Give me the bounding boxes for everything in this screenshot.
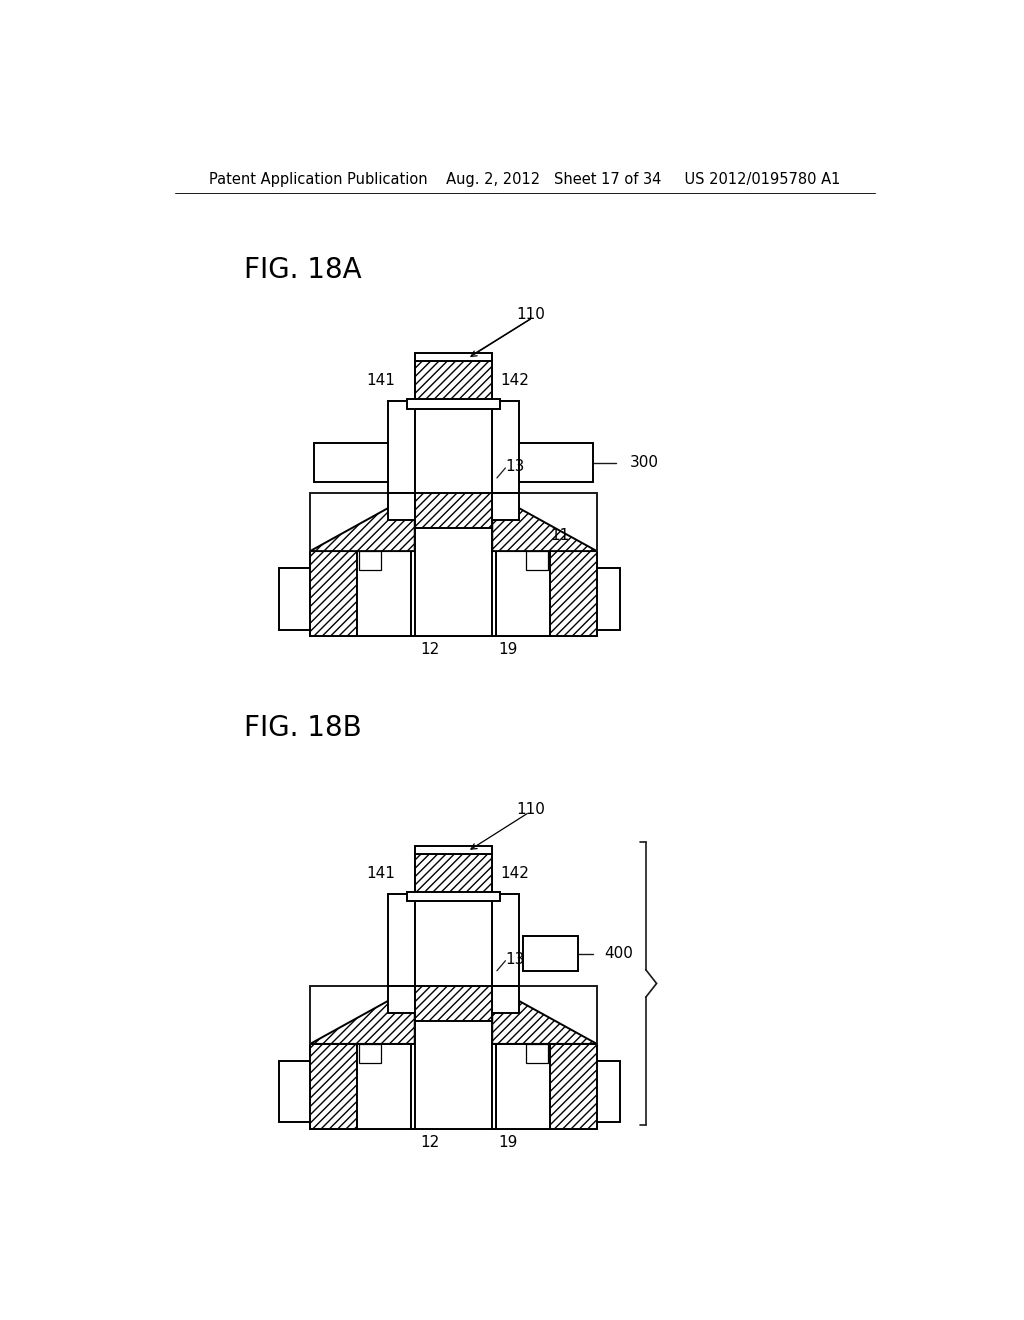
Polygon shape: [415, 986, 493, 1020]
Bar: [519, 444, 593, 482]
Polygon shape: [550, 552, 597, 636]
Bar: [526, 552, 548, 570]
Polygon shape: [415, 854, 493, 894]
Bar: [496, 552, 550, 636]
Text: 141: 141: [367, 866, 395, 882]
Bar: [388, 894, 415, 986]
Bar: [493, 894, 519, 986]
Bar: [356, 1044, 411, 1129]
Polygon shape: [550, 1044, 597, 1129]
Bar: [407, 400, 500, 409]
Text: Patent Application Publication    Aug. 2, 2012   Sheet 17 of 34     US 2012/0195: Patent Application Publication Aug. 2, 2…: [209, 172, 841, 186]
Polygon shape: [310, 986, 415, 1044]
Bar: [280, 1061, 326, 1122]
Bar: [388, 494, 415, 520]
Text: 141: 141: [367, 374, 395, 388]
Text: 300: 300: [630, 455, 658, 470]
Text: 12: 12: [421, 1135, 440, 1150]
Bar: [415, 846, 493, 854]
Bar: [573, 1061, 621, 1122]
Bar: [415, 851, 493, 1129]
Bar: [493, 986, 519, 1014]
Bar: [573, 568, 621, 630]
Text: 12: 12: [421, 642, 440, 657]
Text: 142: 142: [500, 866, 528, 882]
Bar: [310, 1044, 597, 1129]
Bar: [526, 1044, 548, 1063]
Bar: [356, 552, 411, 636]
Bar: [411, 552, 496, 636]
Bar: [388, 401, 415, 494]
Polygon shape: [493, 986, 597, 1044]
Text: FIG. 18B: FIG. 18B: [245, 714, 362, 742]
Bar: [359, 1044, 381, 1063]
Bar: [388, 986, 415, 1014]
Bar: [407, 892, 500, 902]
Bar: [493, 494, 519, 520]
Bar: [411, 1044, 496, 1129]
Bar: [280, 568, 326, 630]
Bar: [496, 1044, 550, 1129]
Text: 13: 13: [506, 952, 524, 966]
Text: 11: 11: [550, 528, 569, 544]
Text: 19: 19: [498, 642, 517, 657]
Bar: [415, 359, 493, 636]
Bar: [493, 401, 519, 494]
Bar: [415, 354, 493, 360]
Polygon shape: [415, 494, 493, 528]
Text: 142: 142: [500, 374, 528, 388]
Text: 400: 400: [604, 946, 633, 961]
Polygon shape: [493, 494, 597, 552]
Bar: [314, 444, 388, 482]
Text: 19: 19: [498, 1135, 517, 1150]
Polygon shape: [415, 360, 493, 401]
Text: 13: 13: [506, 459, 524, 474]
Polygon shape: [310, 552, 356, 636]
Text: 110: 110: [516, 308, 546, 322]
Polygon shape: [310, 1044, 356, 1129]
Bar: [523, 936, 578, 970]
Text: FIG. 18A: FIG. 18A: [245, 256, 361, 284]
Polygon shape: [310, 494, 415, 552]
Text: 110: 110: [516, 801, 546, 817]
Bar: [310, 552, 597, 636]
Bar: [359, 552, 381, 570]
